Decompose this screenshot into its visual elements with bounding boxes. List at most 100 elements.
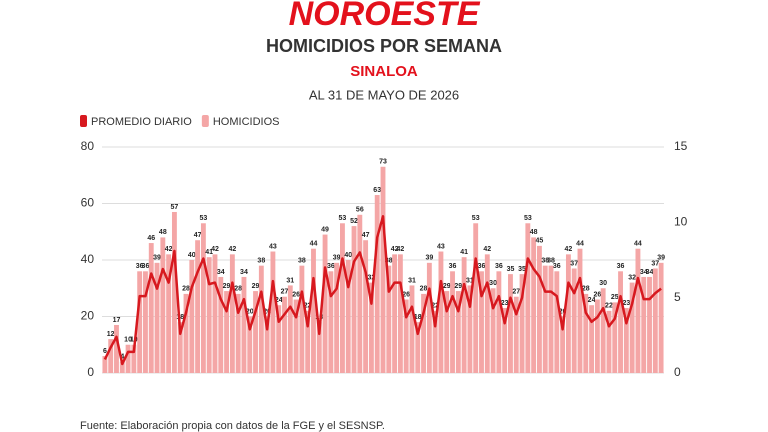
bar	[612, 302, 618, 373]
bar	[490, 288, 496, 373]
data-label: 42	[565, 246, 573, 253]
data-label: 28	[234, 286, 242, 293]
bar	[270, 251, 276, 373]
bar	[137, 271, 143, 373]
data-label: 36	[617, 263, 625, 270]
data-label: 28	[582, 286, 590, 293]
bar	[658, 262, 664, 373]
data-label: 44	[576, 241, 584, 248]
data-label: 37	[651, 260, 659, 267]
legend-label: HOMICIDIOS	[213, 116, 280, 128]
bar	[148, 243, 154, 373]
data-label: 10	[124, 337, 132, 344]
bar	[560, 316, 566, 373]
chart-title: HOMICIDIOS POR SEMANA	[266, 36, 502, 56]
data-label: 34	[240, 269, 248, 276]
bar	[455, 291, 461, 373]
data-label: 53	[472, 215, 480, 222]
data-label: 23	[622, 300, 630, 307]
bar	[368, 282, 374, 373]
bar	[189, 260, 195, 373]
bar	[542, 265, 548, 373]
data-label: 42	[228, 246, 236, 253]
data-label: 42	[396, 246, 404, 253]
data-label: 18	[414, 314, 422, 321]
bar	[131, 344, 137, 373]
legend-swatch	[201, 115, 209, 127]
bar	[473, 223, 479, 373]
data-label: 56	[356, 207, 364, 214]
data-label: 36	[142, 263, 150, 270]
bar	[479, 271, 484, 373]
bar	[229, 254, 235, 373]
bar	[293, 299, 299, 373]
data-label: 38	[547, 257, 555, 264]
bar	[253, 291, 258, 373]
y-tick-label: 40	[81, 252, 95, 266]
data-label: 42	[211, 246, 219, 253]
data-label: 28	[420, 286, 428, 293]
data-label: 43	[437, 243, 445, 250]
bar	[334, 262, 340, 373]
bar	[287, 285, 293, 373]
data-label: 38	[385, 257, 393, 264]
bar	[392, 254, 398, 373]
bar	[305, 310, 311, 373]
bar	[583, 293, 589, 373]
bar	[577, 248, 583, 373]
bar	[409, 285, 415, 373]
y2-tick-label: 0	[674, 365, 681, 379]
data-label: 39	[153, 255, 161, 262]
bar	[235, 293, 241, 373]
bar	[571, 268, 577, 373]
bar	[264, 316, 270, 373]
data-label: 26	[593, 291, 601, 298]
data-label: 22	[304, 303, 312, 310]
bar	[119, 361, 125, 373]
data-label: 31	[408, 277, 416, 284]
bar	[496, 271, 502, 373]
bar	[322, 234, 328, 373]
data-label: 45	[536, 238, 544, 245]
bar	[450, 271, 455, 373]
bar	[525, 223, 531, 373]
data-label: 40	[344, 252, 352, 259]
data-label: 29	[223, 283, 231, 290]
data-label: 52	[350, 218, 358, 225]
bar	[224, 291, 230, 373]
data-label: 36	[136, 263, 144, 270]
bar	[635, 248, 641, 373]
bar	[102, 356, 108, 373]
data-label: 30	[489, 280, 497, 287]
data-label: 43	[269, 243, 277, 250]
data-label: 53	[524, 215, 532, 222]
data-label: 49	[321, 226, 329, 233]
data-label: 41	[460, 249, 468, 256]
data-label: 4	[120, 354, 124, 361]
data-label: 39	[425, 255, 433, 262]
data-label: 34	[640, 269, 648, 276]
bar	[195, 240, 201, 373]
bar	[432, 310, 438, 373]
y-tick-label: 80	[81, 139, 95, 153]
data-label: 36	[327, 263, 335, 270]
data-label: 22	[605, 303, 613, 310]
bar	[536, 245, 542, 373]
data-label: 29	[454, 283, 462, 290]
data-label: 44	[634, 241, 642, 248]
y-tick-label: 0	[87, 365, 94, 379]
bar	[351, 226, 357, 373]
data-label: 24	[275, 297, 283, 304]
data-label: 36	[478, 263, 486, 270]
data-label: 31	[466, 277, 474, 284]
bar	[502, 308, 508, 373]
bar	[363, 240, 369, 373]
data-label: 48	[530, 229, 538, 236]
bar	[421, 293, 426, 373]
data-label: 12	[107, 331, 115, 338]
data-label: 30	[599, 280, 607, 287]
data-label: 27	[281, 289, 289, 296]
data-label: 34	[646, 269, 654, 276]
data-label: 27	[512, 289, 520, 296]
brand-logo: NOROESTE	[289, 0, 481, 33]
